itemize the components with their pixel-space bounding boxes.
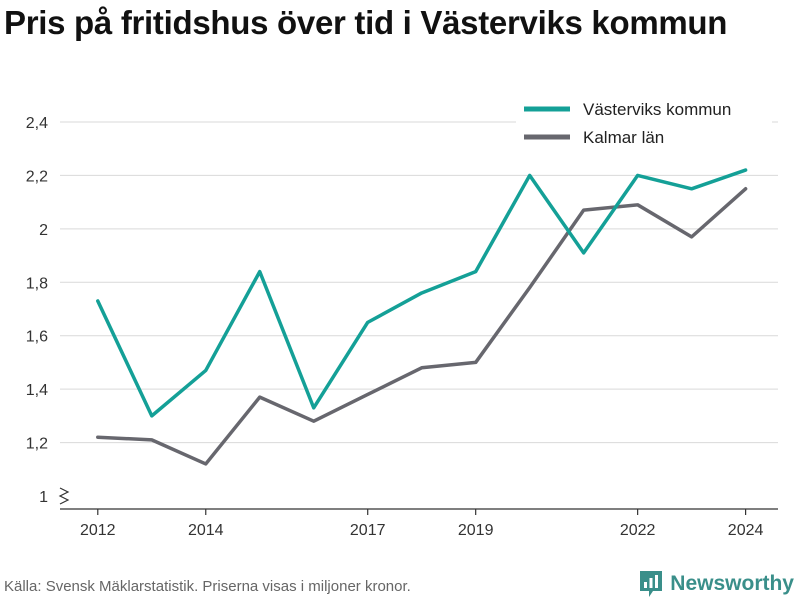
y-tick-label: 2,4 bbox=[26, 115, 48, 132]
y-tick-label: 1,2 bbox=[26, 436, 48, 453]
source-note: Källa: Svensk Mäklarstatistik. Priserna … bbox=[4, 578, 411, 595]
axis-break-mark bbox=[58, 487, 70, 505]
axes: 1 1,2 1,4 1,6 1,8 2 2,2 2,4 2012 2014 2017 2019 2022… bbox=[26, 115, 778, 539]
chart-title: Pris på fritidshus över tid i Västerviks… bbox=[4, 4, 728, 41]
brand-logo: Newsworthy bbox=[638, 569, 794, 599]
legend-background bbox=[516, 96, 772, 152]
grid-lines bbox=[60, 121, 778, 444]
x-tick-label: 2022 bbox=[620, 522, 656, 539]
x-tick-label: 2012 bbox=[80, 522, 116, 539]
brand-name: Newsworthy bbox=[670, 572, 794, 595]
y-tick-label: 2,2 bbox=[26, 168, 48, 185]
legend-label: Kalmar län bbox=[583, 128, 664, 147]
legend-label: Västerviks kommun bbox=[583, 100, 731, 119]
y-tick-label: 1 bbox=[39, 489, 48, 506]
y-tick-label: 1,4 bbox=[26, 382, 48, 399]
series-line-v-sterviks-kommun bbox=[96, 168, 748, 418]
legend: Västerviks kommun Kalmar län bbox=[516, 96, 772, 152]
y-tick-label: 1,6 bbox=[26, 329, 48, 346]
y-tick-label: 1,8 bbox=[26, 275, 48, 292]
newsworthy-icon bbox=[640, 571, 663, 597]
x-tick-label: 2019 bbox=[458, 522, 494, 539]
x-tick-label: 2014 bbox=[188, 522, 224, 539]
x-tick-label: 2017 bbox=[350, 522, 386, 539]
series-line-kalmar-l-n bbox=[96, 187, 748, 466]
y-tick-label: 2 bbox=[39, 222, 48, 239]
series-lines bbox=[96, 168, 748, 466]
x-tick-label: 2024 bbox=[728, 522, 764, 539]
